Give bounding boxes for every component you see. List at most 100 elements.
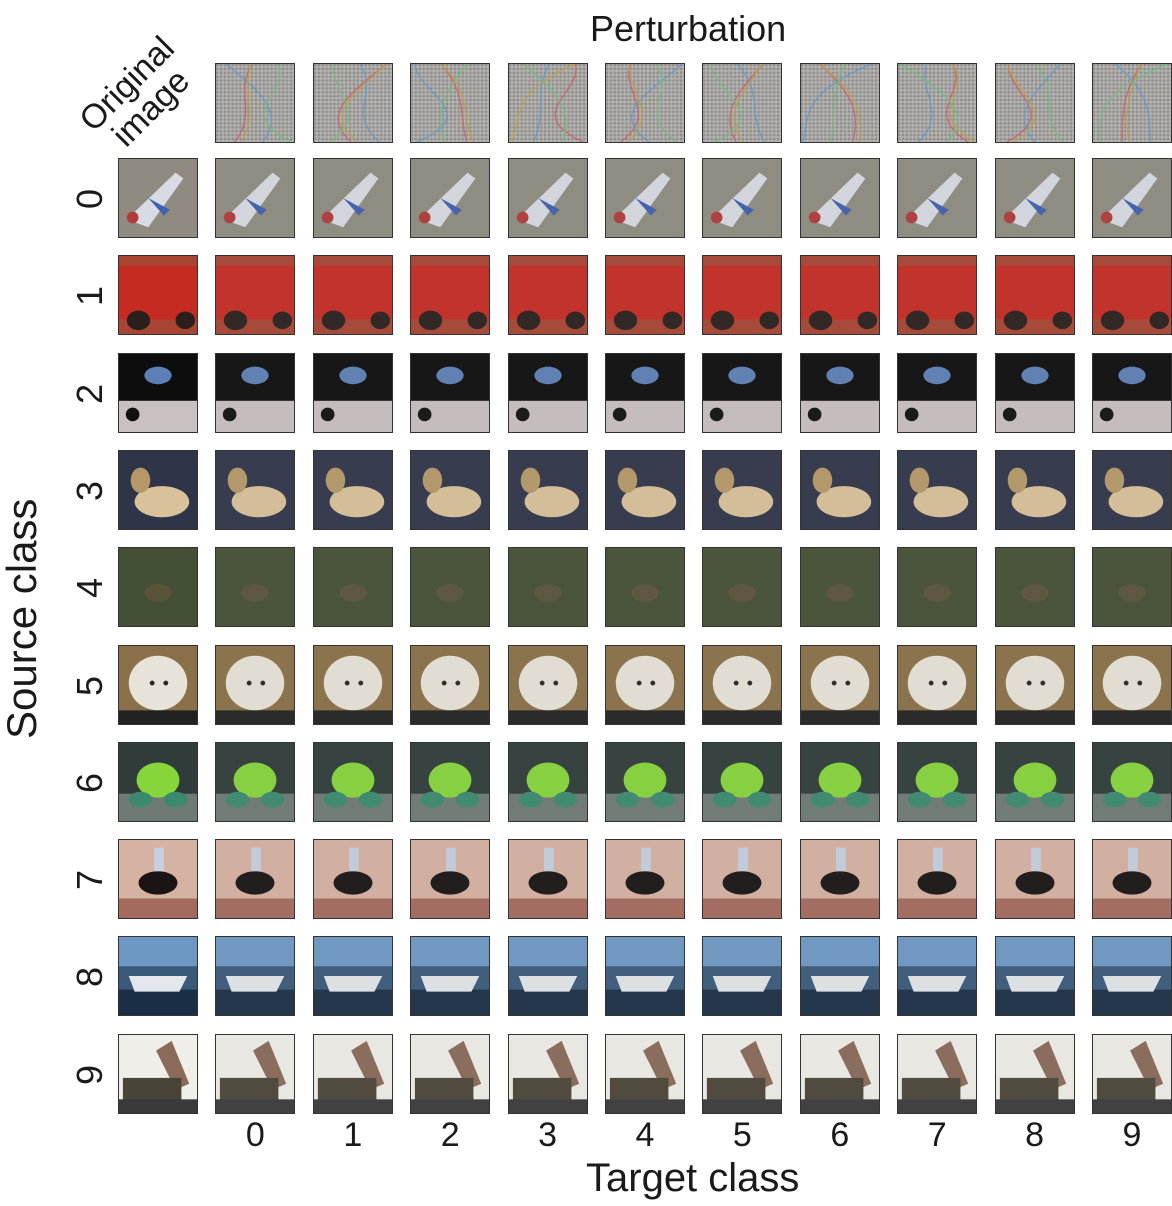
target-class-label: 3 (538, 1116, 558, 1154)
perturbed-image (1092, 741, 1172, 822)
perturbed-image (507, 741, 588, 822)
original-image (118, 449, 198, 530)
perturbed-image (994, 741, 1075, 822)
target-class-label: 2 (440, 1116, 460, 1154)
perturbed-image (702, 449, 783, 530)
source-class-label: 6 (69, 772, 110, 793)
perturbed-image (312, 449, 393, 530)
perturbed-image (312, 255, 393, 336)
target-class-label: 8 (1025, 1116, 1045, 1154)
perturbed-image (994, 352, 1075, 433)
perturbed-image (507, 352, 588, 433)
original-image (118, 352, 198, 433)
perturbed-image (312, 1033, 393, 1114)
perturbed-image (507, 1033, 588, 1114)
perturbed-image (1092, 936, 1172, 1017)
perturbed-image (507, 839, 588, 920)
perturbed-image (215, 449, 296, 530)
perturbed-image (215, 158, 296, 238)
target-class-label: 9 (1122, 1116, 1142, 1154)
perturbed-image (702, 741, 783, 822)
source-class-label: 4 (69, 578, 110, 599)
perturbed-image (410, 158, 491, 238)
perturbed-image (897, 936, 978, 1017)
perturbed-image (897, 255, 978, 336)
original-image (118, 1033, 198, 1114)
original-image (118, 158, 198, 238)
perturbed-image (897, 1033, 978, 1114)
perturbed-image (312, 741, 393, 822)
target-class-label: 1 (343, 1116, 363, 1154)
perturbed-image (799, 449, 880, 530)
perturbed-image (1092, 449, 1172, 530)
perturbed-image (897, 352, 978, 433)
perturbed-image (605, 741, 685, 822)
perturbed-image (1092, 644, 1172, 725)
perturbed-image (410, 449, 491, 530)
perturbed-image (994, 936, 1075, 1017)
perturbation-image (702, 63, 783, 143)
perturbed-image (605, 255, 685, 336)
perturbed-image (799, 547, 880, 628)
perturbed-image (702, 839, 783, 920)
target-class-label: 0 (245, 1116, 265, 1154)
perturbed-image (799, 644, 880, 725)
perturbed-image (897, 449, 978, 530)
perturbed-image (1092, 1033, 1172, 1114)
target-class-label: 7 (927, 1116, 947, 1154)
perturbed-image (410, 741, 491, 822)
perturbed-image (507, 936, 588, 1017)
source-class-label: 5 (69, 675, 110, 696)
perturbed-image (1092, 547, 1172, 628)
perturbed-image (799, 158, 880, 238)
source-class-label: 1 (69, 286, 110, 307)
source-class-label: 7 (69, 870, 110, 891)
original-image-label: Original image (62, 19, 216, 173)
perturbation-image (215, 63, 296, 143)
perturbed-image (1092, 839, 1172, 920)
perturbation-image (605, 63, 685, 143)
perturbed-image (1092, 158, 1172, 238)
perturbed-image (410, 352, 491, 433)
perturbed-image (702, 255, 783, 336)
source-class-label: 3 (69, 480, 110, 501)
perturbed-image (994, 644, 1075, 725)
source-class-label: 8 (69, 967, 110, 988)
original-image (118, 741, 198, 822)
perturbed-image (1092, 255, 1172, 336)
perturbed-image (215, 644, 296, 725)
perturbed-image (994, 839, 1075, 920)
perturbed-image (605, 839, 685, 920)
perturbed-image (994, 449, 1075, 530)
perturbed-image (215, 936, 296, 1017)
perturbed-image (605, 158, 685, 238)
original-image (118, 839, 198, 920)
perturbation-image (799, 63, 880, 143)
perturbed-image (799, 936, 880, 1017)
target-class-label: 5 (732, 1116, 752, 1154)
perturbation-title: Perturbation (590, 8, 787, 49)
original-image (118, 644, 198, 725)
perturbed-image (702, 1033, 783, 1114)
perturbed-image (702, 352, 783, 433)
perturbed-image (410, 547, 491, 628)
perturbed-image (215, 547, 296, 628)
perturbed-image (994, 547, 1075, 628)
perturbed-image (897, 158, 978, 238)
perturbed-image (897, 839, 978, 920)
perturbed-image (994, 1033, 1075, 1114)
perturbed-image (507, 547, 588, 628)
perturbation-image (897, 63, 978, 143)
perturbed-image (605, 352, 685, 433)
perturbation-image (410, 63, 491, 143)
perturbed-image (410, 936, 491, 1017)
perturbed-image (605, 936, 685, 1017)
target-class-axis-title: Target class (586, 1156, 800, 1200)
source-class-label: 0 (69, 188, 110, 210)
perturbed-image (215, 255, 296, 336)
perturbed-image (702, 644, 783, 725)
perturbed-image (507, 158, 588, 238)
perturbed-image (702, 547, 783, 628)
perturbation-image (994, 63, 1075, 143)
perturbation-image (1092, 63, 1172, 143)
